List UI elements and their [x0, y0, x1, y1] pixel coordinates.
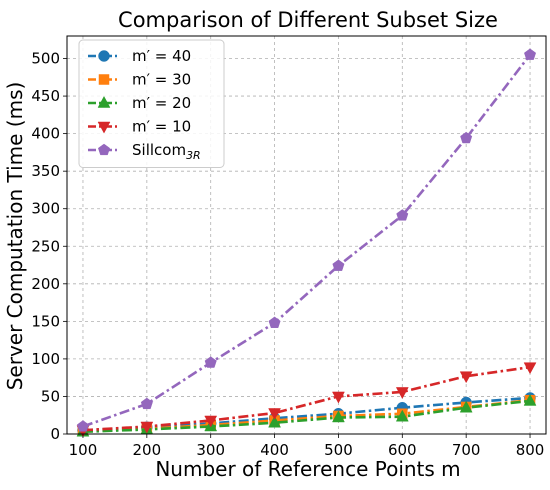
y-tick-label: 400: [31, 125, 60, 143]
data-point: [332, 391, 345, 404]
y-tick-label: 250: [31, 237, 60, 255]
axis-ticks: 100 200 300 400 500 600 700 800 0 50 100 150 200 250 3…: [31, 50, 544, 459]
legend-label: Sillcom3R: [132, 141, 201, 162]
legend-entry: m′ = 10: [88, 118, 191, 136]
data-point: [268, 316, 281, 328]
data-point: [396, 209, 409, 221]
data-point: [395, 409, 409, 422]
data-point: [204, 415, 218, 428]
y-tick-label: 100: [31, 350, 60, 368]
data-point: [523, 393, 537, 406]
y-tick-label: 50: [41, 387, 60, 405]
legend-label-main: m′ = 20: [132, 94, 191, 112]
legend-label-main: m′ = 10: [132, 118, 191, 136]
legend-entry: m′ = 20: [88, 94, 191, 112]
x-tick-label: 500: [324, 441, 353, 459]
legend-entry: Sillcom3R: [88, 141, 201, 162]
x-tick-label: 600: [388, 441, 417, 459]
legend-marker: [98, 50, 110, 62]
legend-marker: [97, 95, 111, 108]
legend-entry: m′ = 40: [88, 47, 191, 65]
legend-box: [78, 39, 225, 168]
series-5: [76, 48, 537, 432]
chart-title: Comparison of Different Subset Size: [118, 8, 498, 32]
legend-marker: [97, 143, 111, 156]
x-tick-label: 800: [516, 441, 545, 459]
series-layer: [76, 48, 537, 438]
data-point: [140, 421, 154, 434]
series-line: [82, 396, 531, 432]
legend-label-main: Sillcom: [132, 141, 186, 159]
legend: m′ = 40 m′ = 30 m′ = 20 m′ = 10 Sillcom3R: [78, 39, 225, 168]
legend-label: m′ = 30: [132, 71, 191, 89]
legend-label: m′ = 10: [132, 118, 191, 136]
series-3: [76, 393, 537, 437]
data-point: [395, 387, 409, 399]
data-point: [268, 408, 281, 420]
data-point: [140, 397, 153, 410]
series-line: [82, 53, 532, 428]
data-point: [332, 410, 345, 423]
data-point: [459, 371, 473, 384]
y-axis-title: Server Computation Time (ms): [3, 82, 27, 391]
legend-entry: m′ = 30: [88, 71, 191, 89]
data-point: [76, 420, 89, 432]
data-point: [460, 131, 473, 144]
data-point: [204, 356, 217, 368]
x-tick-label: 300: [196, 441, 225, 459]
y-tick-label: 300: [31, 200, 60, 218]
legend-label-main: m′ = 30: [132, 71, 191, 89]
y-tick-label: 500: [31, 50, 60, 68]
x-tick-label: 100: [69, 441, 98, 459]
plot-frame: [66, 35, 547, 435]
data-point: [524, 48, 537, 60]
data-point: [332, 259, 345, 271]
x-tick-label: 700: [452, 441, 481, 459]
series-line: [82, 399, 531, 434]
legend-marker: [98, 74, 110, 85]
x-axis-title: Number of Reference Points m: [155, 457, 460, 481]
data-point: [268, 415, 281, 428]
y-tick-label: 350: [31, 162, 60, 180]
x-tick-label: 200: [133, 441, 162, 459]
legend-label-subscript: 3R: [186, 149, 201, 162]
series-line: [82, 365, 531, 432]
data-point: [523, 362, 537, 375]
legend-label-main: m′ = 40: [132, 47, 191, 65]
data-point: [459, 400, 473, 413]
legend-marker: [97, 121, 111, 134]
y-tick-label: 0: [50, 425, 60, 443]
y-tick-label: 450: [31, 87, 60, 105]
y-tick-label: 150: [31, 312, 60, 330]
x-tick-label: 400: [260, 441, 289, 459]
legend-label: m′ = 20: [132, 94, 191, 112]
y-tick-label: 200: [31, 275, 60, 293]
legend-label: m′ = 40: [132, 47, 191, 65]
